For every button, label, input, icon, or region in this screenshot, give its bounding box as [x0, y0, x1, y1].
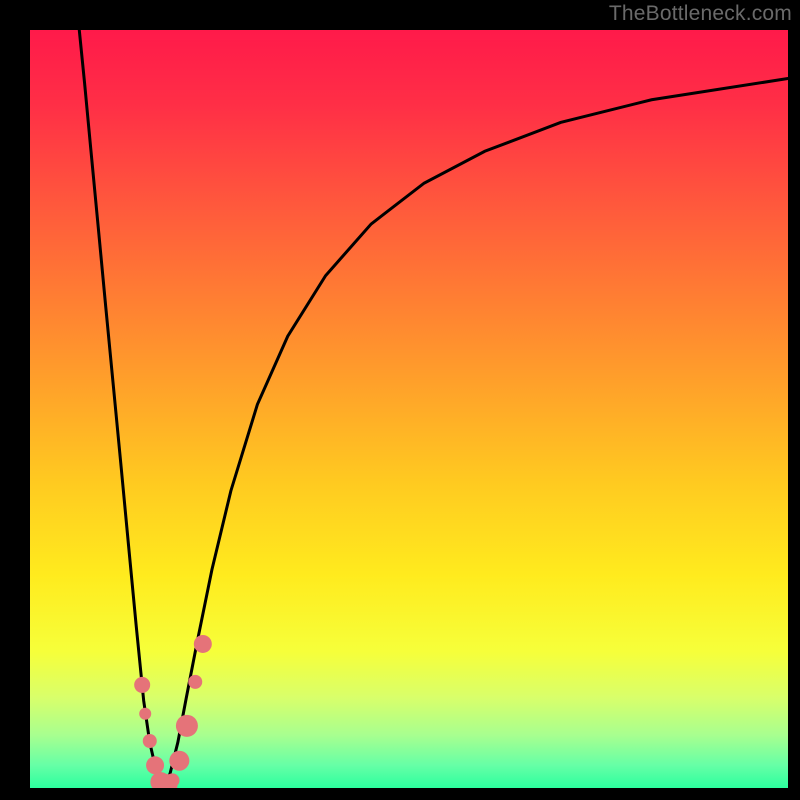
curve-line: [165, 79, 788, 788]
watermark-label: TheBottleneck.com: [609, 2, 792, 26]
data-marker: [176, 715, 198, 737]
data-marker: [134, 677, 150, 693]
data-marker: [143, 734, 157, 748]
chart-svg: [30, 30, 788, 788]
data-marker: [194, 635, 212, 653]
data-marker: [169, 751, 189, 771]
chart-frame: [30, 30, 788, 788]
data-marker: [146, 756, 164, 774]
data-marker: [139, 708, 151, 720]
data-marker: [166, 773, 180, 787]
data-marker: [188, 675, 202, 689]
curve-line: [79, 30, 165, 788]
